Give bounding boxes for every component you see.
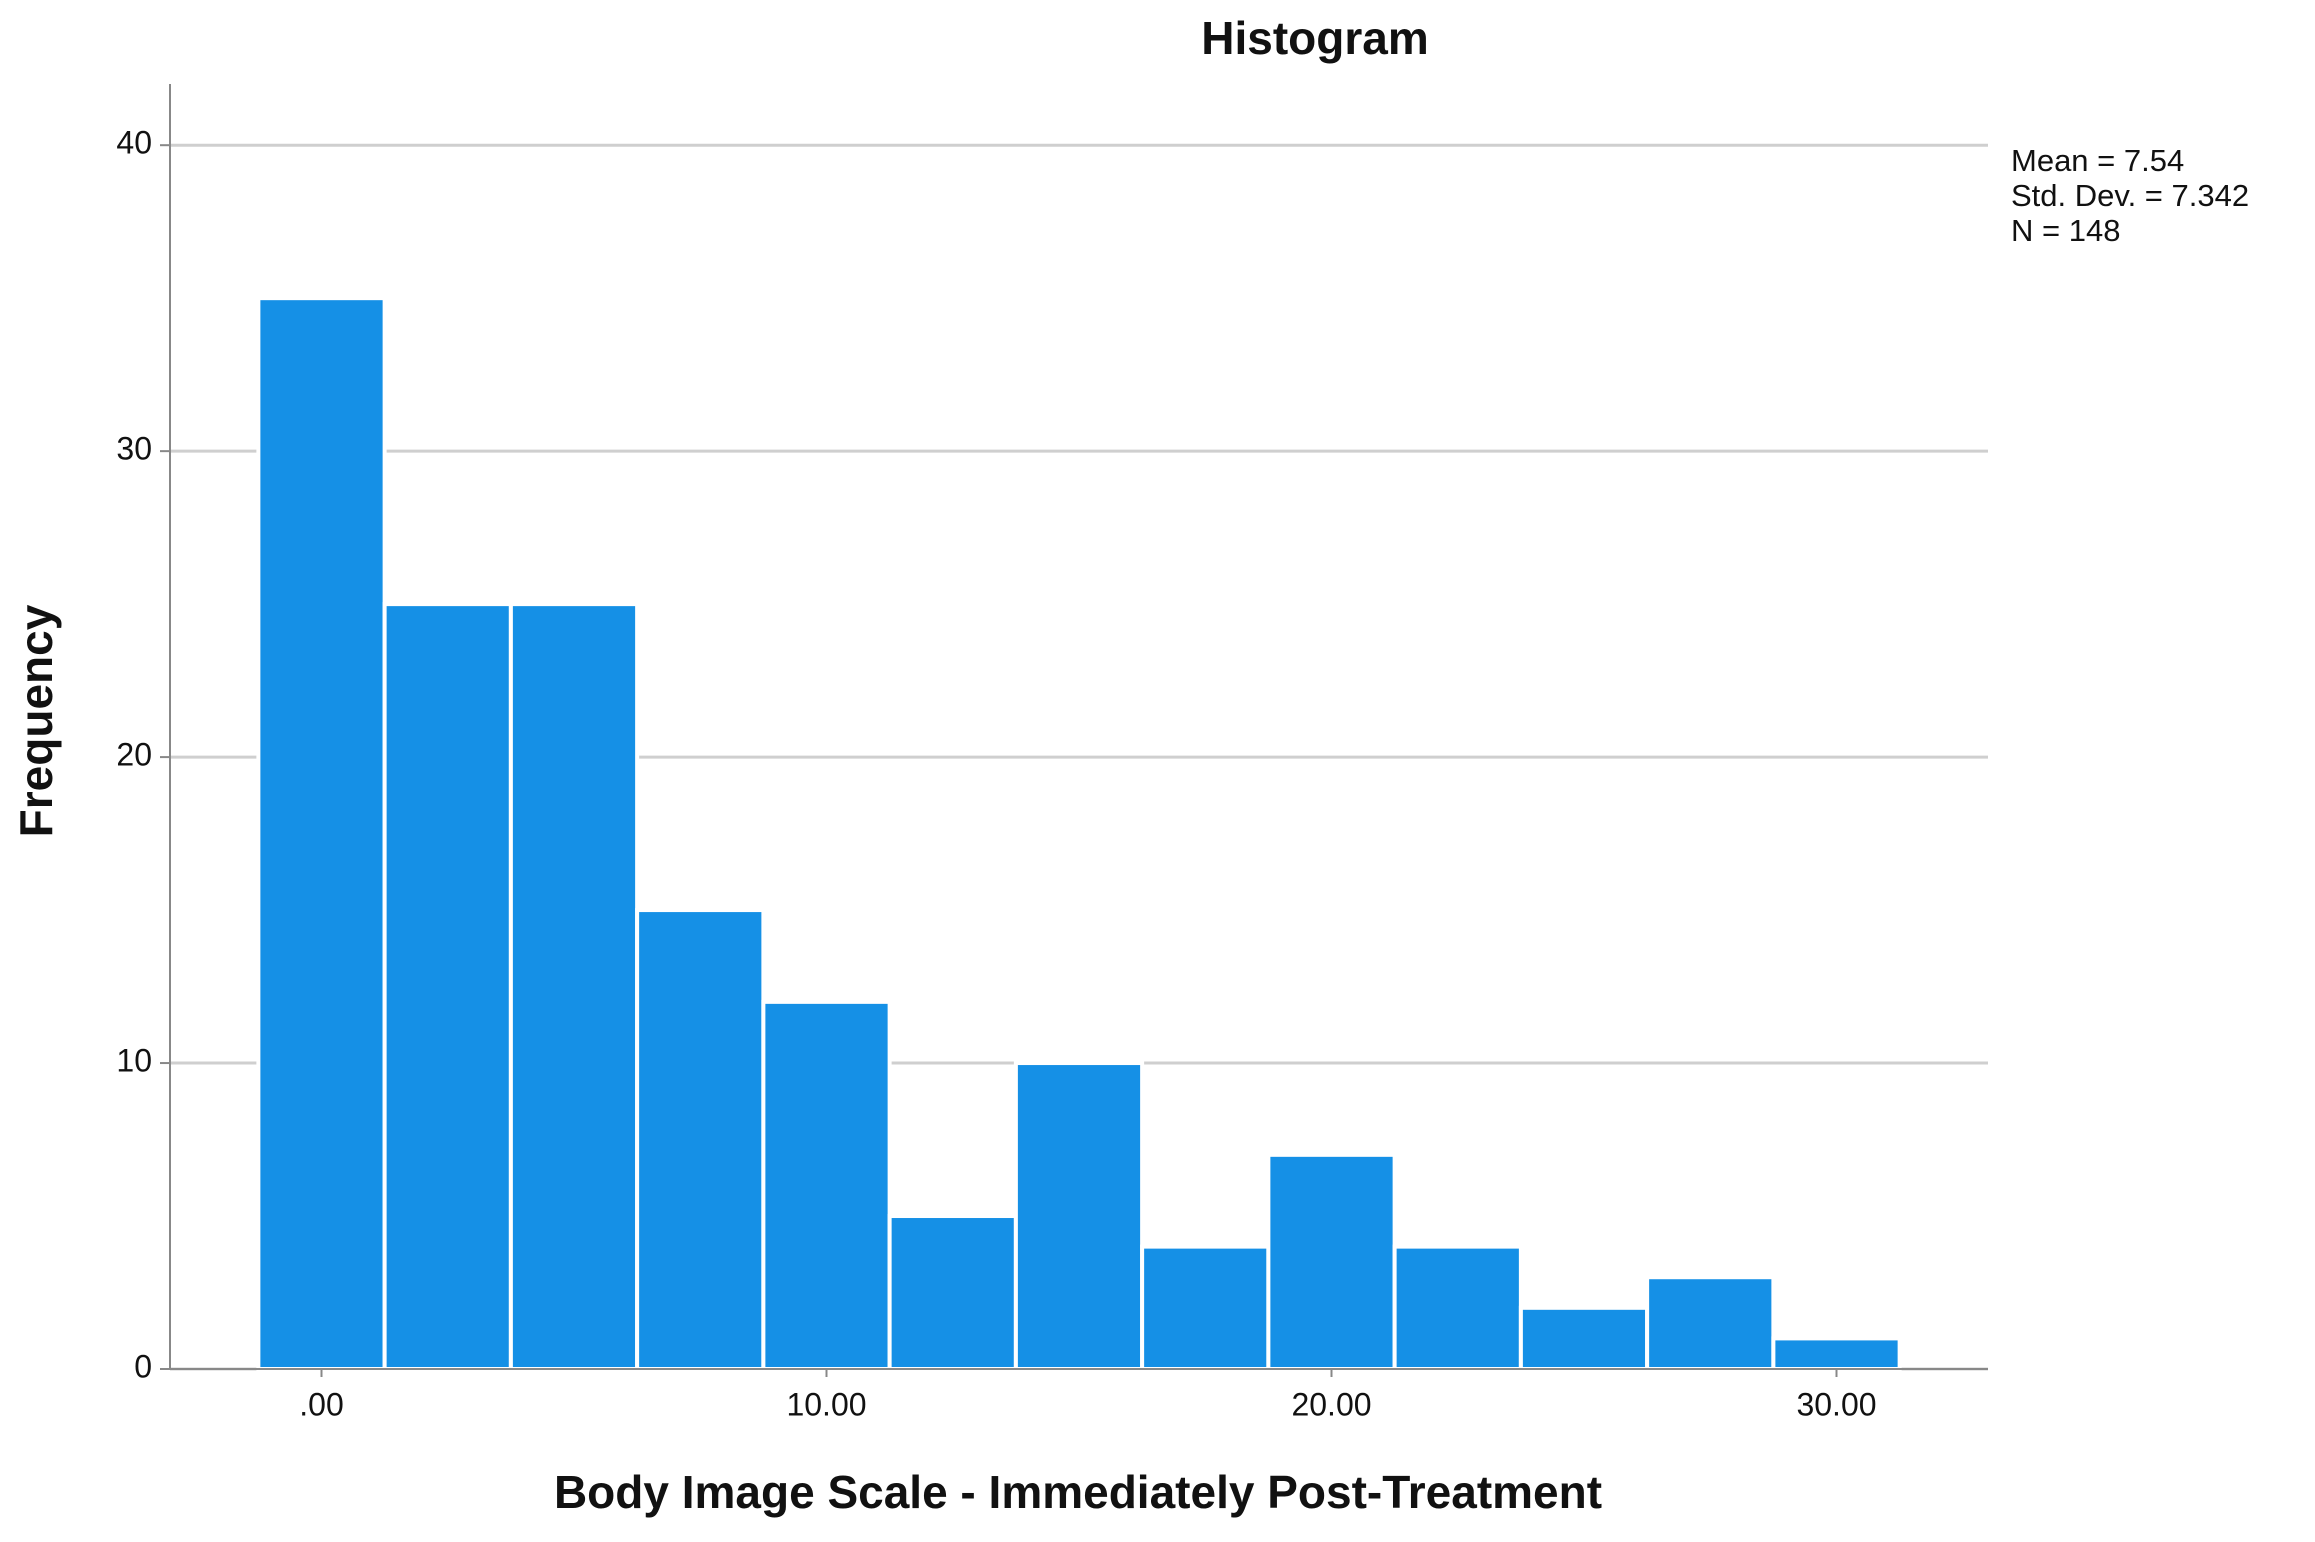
bar [508, 602, 640, 1371]
y-tick-label: 0 [134, 1348, 152, 1384]
bar [382, 602, 513, 1371]
y-tick-label: 30 [116, 431, 152, 467]
bar [1013, 1061, 1145, 1371]
x-axis-label: Body Image Scale - Immediately Post-Trea… [554, 1466, 1602, 1518]
stat-annotation: Mean = 7.54 [2011, 143, 2184, 178]
bar [256, 296, 387, 1372]
bar [1392, 1244, 1523, 1371]
y-tick-label: 40 [116, 125, 152, 161]
x-tick-label: 20.00 [1291, 1386, 1371, 1422]
stat-annotation: Std. Dev. = 7.342 [2011, 178, 2249, 213]
chart-title: Histogram [1201, 12, 1428, 64]
bar [1771, 1336, 1902, 1372]
bar [1266, 1152, 1397, 1372]
bar [761, 999, 892, 1371]
y-axis-label: Frequency [10, 604, 62, 837]
bar [635, 908, 766, 1371]
bar [887, 1214, 1018, 1371]
bar [1518, 1305, 1650, 1372]
x-tick-label: .00 [299, 1386, 343, 1422]
y-tick-label: 10 [116, 1043, 152, 1079]
stat-annotation: N = 148 [2011, 213, 2120, 248]
x-tick-label: 30.00 [1796, 1386, 1876, 1422]
bar [1140, 1244, 1271, 1371]
bar [1645, 1275, 1776, 1371]
y-tick-label: 20 [116, 737, 152, 773]
x-tick-label: 10.00 [786, 1386, 866, 1422]
